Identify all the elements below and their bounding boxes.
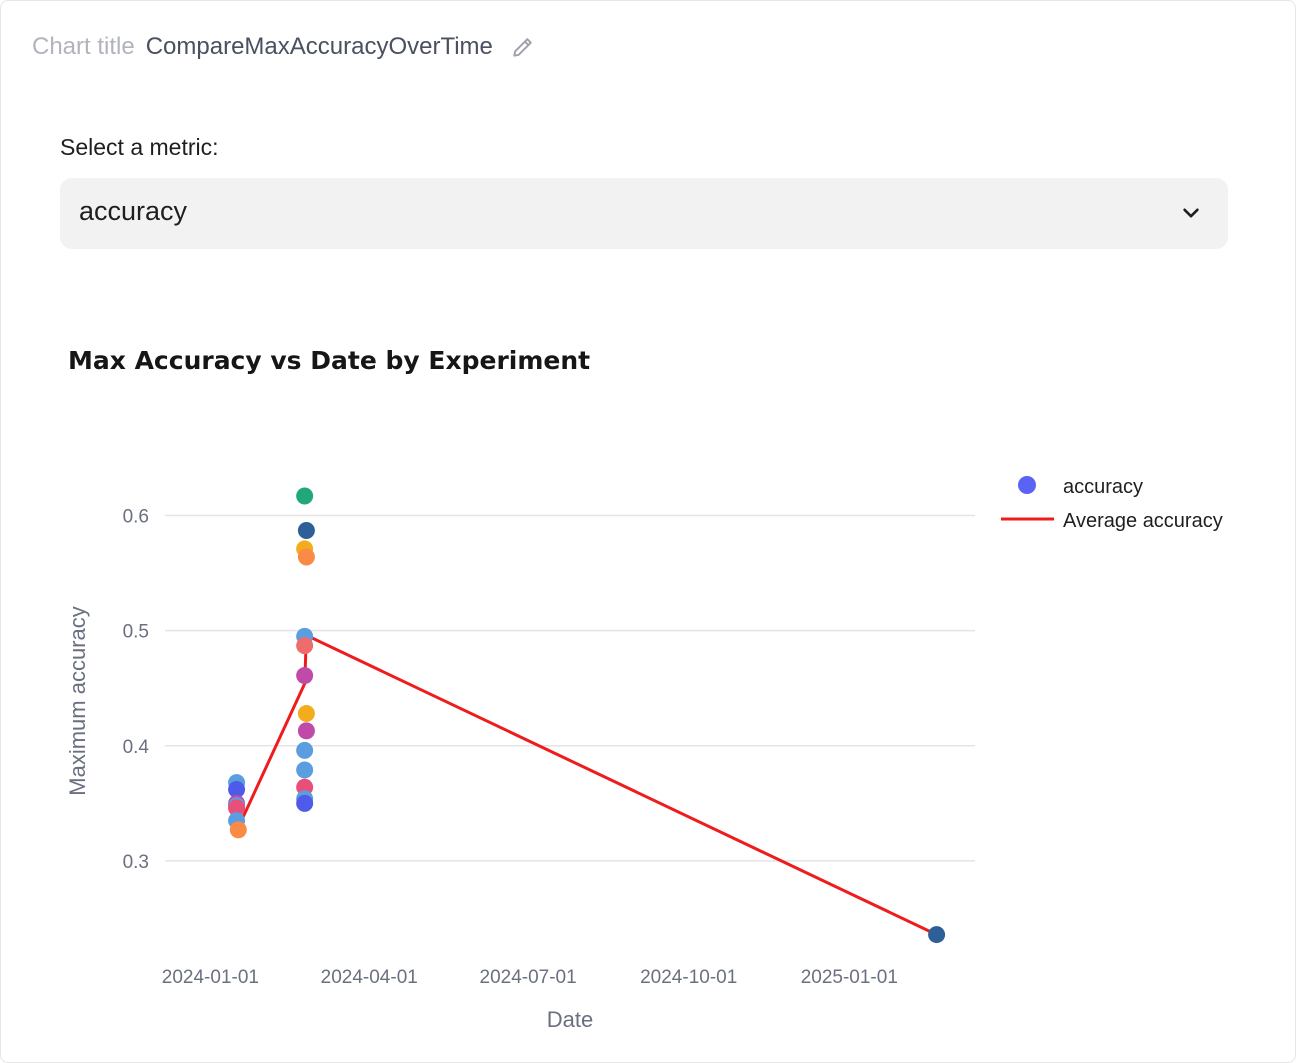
- data-point[interactable]: [297, 522, 315, 540]
- data-point[interactable]: [296, 667, 314, 685]
- chart-title-label: Chart title: [32, 33, 135, 60]
- pencil-icon[interactable]: [510, 34, 536, 60]
- y-tick-label: 0.6: [123, 507, 149, 528]
- legend-accuracy-label: accuracy: [1063, 476, 1143, 498]
- data-point[interactable]: [928, 926, 946, 944]
- data-point[interactable]: [296, 741, 314, 759]
- x-tick-label: 2024-10-01: [640, 967, 737, 988]
- legend-accuracy-marker: [1018, 476, 1036, 494]
- x-tick-label: 2024-07-01: [480, 967, 577, 988]
- data-point[interactable]: [296, 761, 314, 779]
- scatter-points: [228, 487, 946, 944]
- y-tick-label: 0.4: [123, 737, 150, 758]
- chart-title: Max Accuracy vs Date by Experiment: [68, 346, 590, 375]
- average-accuracy-line: [235, 633, 938, 936]
- y-tick-label: 0.5: [123, 622, 149, 643]
- data-point[interactable]: [297, 722, 315, 740]
- legend-average-label: Average accuracy: [1063, 510, 1223, 532]
- average-line-layer: [235, 633, 938, 936]
- data-point[interactable]: [297, 705, 315, 723]
- chart-title-value[interactable]: CompareMaxAccuracyOverTime: [145, 33, 493, 60]
- x-tick-label: 2024-01-01: [162, 967, 259, 988]
- y-axis-ticks: 0.3 0.4 0.5 0.6: [123, 507, 150, 873]
- data-point[interactable]: [296, 637, 314, 655]
- chevron-down-icon[interactable]: [1180, 202, 1202, 224]
- legend: accuracy Average accuracy: [1001, 476, 1223, 532]
- y-axis-title: Maximum accuracy: [65, 606, 90, 795]
- metric-select-value: accuracy: [79, 196, 188, 226]
- grid-lines: [165, 514, 975, 862]
- x-tick-label: 2024-04-01: [321, 967, 418, 988]
- chart-title-row: Chart title CompareMaxAccuracyOverTime: [32, 29, 536, 65]
- scatter-chart: Max Accuracy vs Date by Experiment 0.30.…: [65, 346, 1223, 1032]
- data-point[interactable]: [228, 781, 246, 799]
- metric-select-label: Select a metric:: [60, 134, 219, 160]
- data-point[interactable]: [296, 487, 314, 505]
- data-point[interactable]: [228, 799, 246, 817]
- metric-select[interactable]: accuracy: [60, 178, 1228, 249]
- x-axis-title: Date: [547, 1007, 593, 1032]
- data-point[interactable]: [229, 821, 247, 839]
- x-axis-ticks: 2024-01-01 2024-04-01 2024-07-01 2024-10-01…: [162, 967, 898, 988]
- x-tick-label: 2025-01-01: [801, 967, 898, 988]
- data-point[interactable]: [297, 548, 315, 566]
- data-point[interactable]: [296, 794, 314, 812]
- y-tick-label: 0.3: [123, 852, 149, 873]
